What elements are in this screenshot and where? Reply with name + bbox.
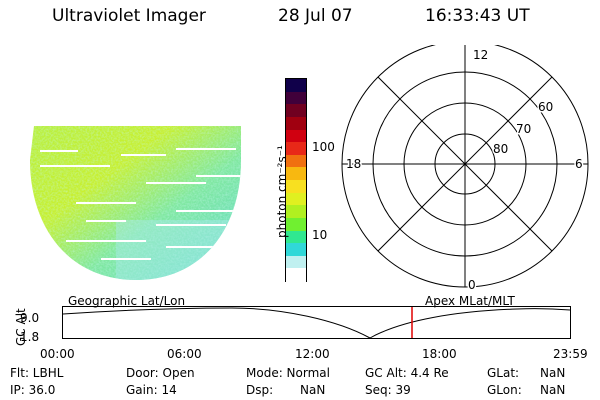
timeline-xtick-1800: 18:00	[422, 347, 457, 361]
timeline-axis-label: GC Alt	[14, 308, 28, 346]
color-scale-segment	[286, 268, 306, 282]
timeline-ytick-bottom: 1.8	[20, 330, 40, 344]
color-scale-bar	[285, 78, 307, 282]
date-label: 28 Jul 07	[278, 6, 353, 26]
color-scale-segment	[286, 154, 306, 168]
gain-label: Gain: 14	[126, 383, 177, 397]
mlt-label-0: 0	[468, 278, 476, 292]
gc-alt-label: GC Alt: 4.4 Re	[365, 366, 449, 380]
lat-label-80: 80	[493, 142, 508, 156]
glat-label: GLat:	[487, 366, 520, 380]
colorbar-tick-10: 10	[312, 228, 328, 242]
color-scale-segment	[286, 142, 306, 156]
mlt-label-6: 6	[575, 157, 583, 171]
color-scale-segment	[286, 205, 306, 219]
filter-label: Flt: LBHL	[10, 366, 64, 380]
timeline-xtick-1200: 12:00	[295, 347, 330, 361]
color-scale-segment	[286, 243, 306, 257]
color-scale-segment	[286, 192, 306, 206]
color-scale-segment	[286, 255, 306, 269]
ip-label: IP: 36.0	[10, 383, 56, 397]
timeline-frame	[62, 306, 571, 339]
dsp-label: Dsp:	[246, 383, 274, 397]
glon-label: GLon:	[487, 383, 522, 397]
polar-plot: 12 18 6 0 60 70 80	[341, 45, 589, 294]
mlt-label-12: 12	[473, 48, 488, 62]
color-scale-segment	[286, 167, 306, 181]
colorbar-tick-100: 100	[312, 140, 335, 154]
dsp-value: NaN	[300, 383, 326, 397]
polar-diagonal-2	[377, 76, 553, 252]
color-scale-segment	[286, 129, 306, 143]
glon-value: NaN	[540, 383, 566, 397]
mlt-label-18: 18	[346, 157, 361, 171]
door-label: Door: Open	[126, 366, 195, 380]
timeline-xtick-0000: 00:00	[40, 347, 75, 361]
auroral-image	[30, 126, 241, 280]
timeline-left-title: Geographic Lat/Lon	[68, 294, 186, 308]
color-scale-segment	[286, 180, 306, 194]
seq-label: Seq: 39	[365, 383, 411, 397]
color-scale-segment	[286, 116, 306, 130]
color-scale-segment	[286, 104, 306, 118]
color-scale-segment	[286, 217, 306, 231]
timeline-right-title: Apex MLat/MLT	[425, 294, 515, 308]
altitude-curve	[62, 307, 571, 339]
timeline-xtick-2359: 23:59	[553, 347, 588, 361]
color-scale-segment	[286, 230, 306, 244]
mode-label: Mode: Normal	[246, 366, 330, 380]
colorbar-title: photon cm⁻²s⁻¹	[275, 145, 289, 238]
lat-label-60: 60	[538, 100, 553, 114]
timeline-xtick-0600: 06:00	[167, 347, 202, 361]
instrument-title: Ultraviolet Imager	[52, 6, 206, 26]
color-scale-segment	[286, 91, 306, 105]
lat-label-70: 70	[516, 122, 531, 136]
altitude-timeline	[62, 306, 571, 339]
timeline-ytick-top: 9.0	[20, 311, 40, 325]
time-label: 16:33:43 UT	[425, 6, 530, 26]
glat-value: NaN	[540, 366, 566, 380]
color-scale-segment	[286, 79, 306, 93]
